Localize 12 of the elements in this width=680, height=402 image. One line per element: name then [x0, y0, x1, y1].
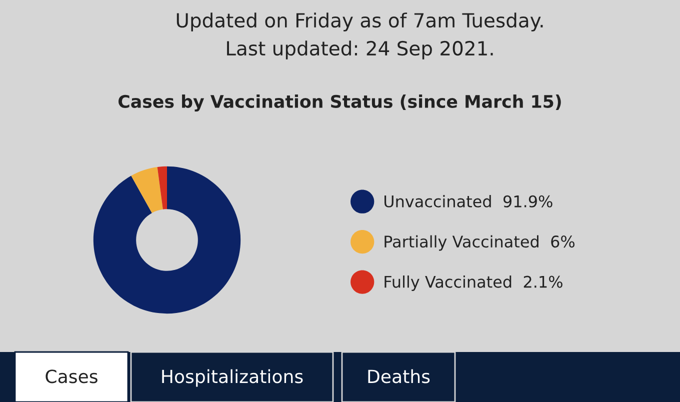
donut-slice	[93, 166, 241, 314]
legend-label: Partially Vaccinated 6%	[384, 235, 574, 251]
donut-slice	[131, 167, 163, 214]
donut-slice	[157, 166, 167, 210]
chart-title: Cases by Vaccination Status (since March 15)	[118, 94, 561, 112]
text: Hospitalizations	[162, 369, 303, 387]
legend-label: Unvaccinated 91.9%	[384, 195, 552, 208]
text: Cases	[46, 370, 98, 384]
legend-label: Fully Vaccinated 2.1%	[384, 275, 562, 291]
chart-subtitle: Updated on Friday as of 7am Tuesday.	[176, 12, 543, 32]
text: Last updated: 24 Sep 2021.	[227, 40, 493, 60]
text: Deaths	[368, 369, 430, 384]
